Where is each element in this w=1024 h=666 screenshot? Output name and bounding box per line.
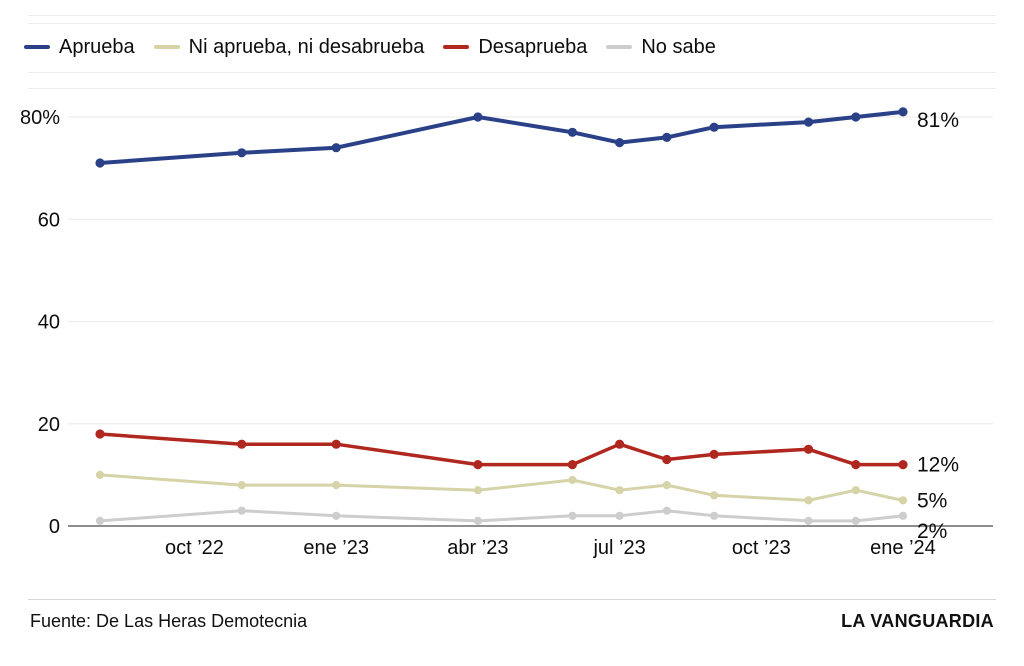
- data-point-desaprueba-6: [662, 454, 672, 465]
- data-point-aprueba-2: [331, 143, 341, 153]
- x-tick-label-ene-23: ene ’23: [303, 537, 369, 559]
- data-point-desaprueba-3: [473, 460, 483, 470]
- x-tick-label-oct-23: oct ’23: [732, 537, 791, 559]
- data-point-ni-aprueba-ni-desabrueba-7: [710, 491, 719, 500]
- legend-swatch-icon: [606, 45, 633, 49]
- data-point-aprueba-10: [898, 107, 908, 117]
- data-point-aprueba-3: [473, 112, 483, 122]
- legend: Aprueba Ni aprueba, ni desabrueba Desaprue…: [24, 33, 716, 61]
- series-line-ni-aprueba-ni-desabrueba: [98, 473, 905, 502]
- series-line-aprueba: [98, 109, 905, 165]
- data-point-no-sabe-4: [568, 511, 577, 520]
- end-label-aprueba: 81%: [917, 109, 959, 132]
- data-point-no-sabe-1: [237, 506, 246, 515]
- data-point-ni-aprueba-ni-desabrueba-3: [473, 486, 482, 495]
- series-aprueba: [95, 107, 908, 168]
- data-point-aprueba-6: [662, 132, 672, 142]
- data-point-ni-aprueba-ni-desabrueba-2: [332, 481, 341, 490]
- data-point-desaprueba-8: [803, 444, 814, 454]
- data-point-no-sabe-5: [615, 511, 624, 520]
- data-point-ni-aprueba-ni-desabrueba-8: [804, 496, 813, 505]
- data-point-desaprueba-2: [331, 439, 341, 449]
- data-point-ni-aprueba-ni-desabrueba-10: [898, 496, 908, 505]
- data-point-ni-aprueba-ni-desabrueba-4: [568, 475, 577, 485]
- data-point-ni-aprueba-ni-desabrueba-9: [851, 486, 860, 495]
- series-no-sabe: [95, 506, 908, 526]
- chart-top-rule: [28, 88, 996, 89]
- data-point-aprueba-7: [709, 122, 719, 132]
- data-point-desaprueba-7: [709, 449, 719, 459]
- data-point-no-sabe-7: [710, 511, 719, 520]
- legend-item-no-sabe: No sabe: [606, 36, 716, 59]
- top-rule-1: [28, 15, 996, 16]
- data-point-aprueba-1: [237, 148, 247, 158]
- series-desaprueba: [95, 429, 908, 470]
- data-point-desaprueba-5: [615, 439, 625, 449]
- legend-label: Aprueba: [59, 35, 135, 58]
- data-point-desaprueba-1: [237, 439, 247, 449]
- series-line-desaprueba: [98, 432, 905, 467]
- data-point-ni-aprueba-ni-desabrueba-0: [95, 470, 105, 479]
- data-point-aprueba-9: [851, 112, 861, 122]
- y-tick-label-60: 60: [38, 209, 60, 231]
- x-tick-label-ene-24: ene ’24: [870, 537, 936, 559]
- y-tick-label-0: 0: [49, 516, 60, 538]
- data-point-ni-aprueba-ni-desabrueba-6: [662, 481, 671, 490]
- data-point-no-sabe-3: [473, 516, 482, 526]
- legend-item-aprueba: Aprueba: [24, 36, 135, 59]
- legend-item-ni-aprueba-ni-desabrueba: Ni aprueba, ni desabrueba: [153, 35, 425, 59]
- top-rule-2: [28, 23, 996, 24]
- legend-swatch-icon: [24, 45, 50, 49]
- brand-text: LA VANGUARDIA: [841, 611, 994, 631]
- data-point-aprueba-4: [567, 127, 578, 137]
- data-point-aprueba-8: [803, 117, 814, 127]
- data-point-aprueba-5: [615, 138, 625, 148]
- legend-label: Ni aprueba, ni desabrueba: [188, 35, 425, 58]
- series-line-no-sabe: [98, 509, 905, 523]
- y-tick-label-40: 40: [38, 312, 60, 334]
- end-label-ni-aprueba-ni-desabrueba: 5%: [917, 489, 947, 512]
- data-point-desaprueba-9: [851, 460, 861, 470]
- footer-rule: [28, 599, 996, 600]
- data-point-no-sabe-2: [332, 511, 341, 520]
- x-tick-label-abr-23: abr ’23: [447, 537, 508, 559]
- data-point-no-sabe-0: [95, 516, 105, 526]
- x-tick-label-jul-23: jul ’23: [592, 537, 645, 559]
- legend-bottom-rule: [28, 72, 996, 73]
- data-point-aprueba-0: [95, 158, 105, 168]
- legend-swatch-icon: [153, 45, 180, 49]
- series-ni-aprueba-ni-desabrueba: [95, 470, 908, 505]
- data-point-no-sabe-8: [804, 516, 813, 526]
- legend-item-desaprueba: Desaprueba: [443, 36, 587, 59]
- data-point-desaprueba-4: [567, 460, 578, 470]
- data-point-ni-aprueba-ni-desabrueba-1: [237, 481, 246, 490]
- data-point-no-sabe-9: [851, 516, 860, 526]
- legend-swatch-icon: [443, 45, 470, 49]
- source-text: Fuente: De Las Heras Demotecnia: [30, 611, 308, 631]
- data-point-desaprueba-10: [898, 460, 908, 470]
- legend-label: No sabe: [641, 35, 716, 58]
- data-point-desaprueba-0: [95, 429, 105, 439]
- legend-label: Desaprueba: [478, 35, 588, 58]
- end-label-no-sabe: 2%: [917, 520, 947, 543]
- data-point-no-sabe-6: [662, 506, 671, 515]
- y-tick-label-80: 80%: [20, 107, 60, 129]
- data-point-ni-aprueba-ni-desabrueba-5: [615, 486, 624, 495]
- end-label-desaprueba: 12%: [917, 454, 959, 477]
- x-tick-label-oct-22: oct ’22: [165, 537, 224, 559]
- y-tick-label-20: 20: [38, 414, 60, 436]
- data-point-no-sabe-10: [898, 511, 908, 520]
